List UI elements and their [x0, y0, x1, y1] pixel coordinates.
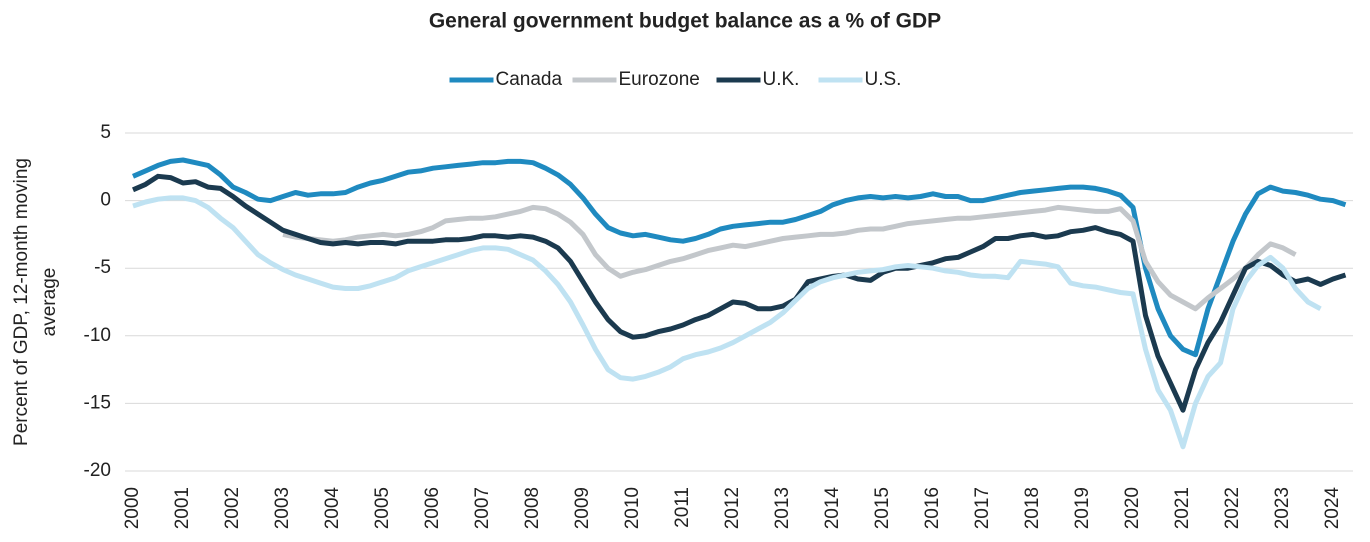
x-tick-label: 2012: [722, 487, 743, 529]
series-line: [132, 173, 1347, 413]
x-tick-label: 2018: [1022, 487, 1043, 529]
legend-label: Canada: [496, 69, 563, 90]
x-tick-label: 2023: [1272, 487, 1293, 529]
x-tick-label: 2003: [272, 487, 293, 529]
x-tick-label: 2006: [422, 487, 443, 529]
x-tick-label: 2000: [122, 487, 143, 529]
y-axis-label: Percent of GDP, 12-month moving: [11, 158, 32, 446]
x-tick-label: 2004: [322, 487, 343, 530]
legend-label: Eurozone: [619, 69, 700, 90]
x-tick-label: 2010: [622, 487, 643, 529]
chart-title: General government budget balance as a %…: [429, 10, 941, 33]
x-tick-label: 2017: [972, 487, 993, 529]
y-axis-label: average: [39, 268, 60, 337]
x-tick-label: 2021: [1172, 487, 1193, 529]
series-line: [282, 204, 1297, 312]
x-tick-label: 2005: [372, 487, 393, 529]
series-line: [132, 157, 1347, 358]
legend-label: U.K.: [763, 69, 800, 90]
y-tick-label: -10: [84, 325, 111, 346]
x-tick-label: 2022: [1222, 487, 1243, 529]
x-tick-label: 2008: [522, 487, 543, 529]
x-tick-label: 2016: [922, 487, 943, 529]
x-tick-label: 2020: [1122, 487, 1143, 529]
y-tick-label: 5: [100, 122, 111, 143]
x-tick-label: 2015: [872, 487, 893, 529]
y-tick-label: 0: [100, 190, 111, 211]
legend-label: U.S.: [865, 69, 902, 90]
x-tick-label: 2014: [822, 487, 843, 530]
y-tick-label: -15: [84, 392, 111, 413]
y-tick-label: -20: [84, 460, 111, 481]
x-tick-label: 2011: [672, 487, 693, 528]
x-tick-label: 2013: [772, 487, 793, 529]
x-tick-label: 2019: [1072, 487, 1093, 529]
x-tick-label: 2001: [172, 487, 193, 529]
x-tick-label: 2002: [222, 487, 243, 529]
y-tick-label: -5: [94, 257, 111, 278]
x-tick-label: 2024: [1322, 487, 1343, 530]
series-line: [132, 195, 1322, 450]
x-tick-label: 2007: [472, 487, 493, 529]
x-tick-label: 2009: [572, 487, 593, 529]
